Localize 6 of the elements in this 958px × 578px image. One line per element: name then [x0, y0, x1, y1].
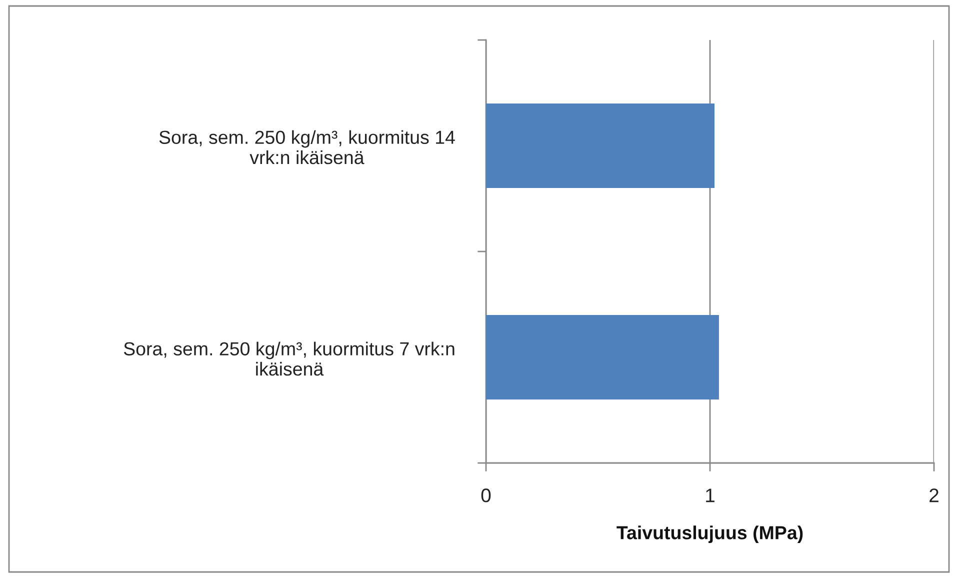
x-tick-label: 2 [930, 488, 938, 502]
y-tick-label: Sora, sem. 250 kg/m³, kuormitus 7 vrk:n ikäisenä [124, 342, 454, 376]
x-axis-title: Taivutuslujuus (MPa) [616, 526, 803, 544]
y-tick-label: Sora, sem. 250 kg/m³, kuormitus 14 vrk:n ikäisenä [159, 130, 455, 164]
x-tick-label: 0 [481, 488, 491, 502]
x-tick-label: 1 [706, 488, 714, 502]
